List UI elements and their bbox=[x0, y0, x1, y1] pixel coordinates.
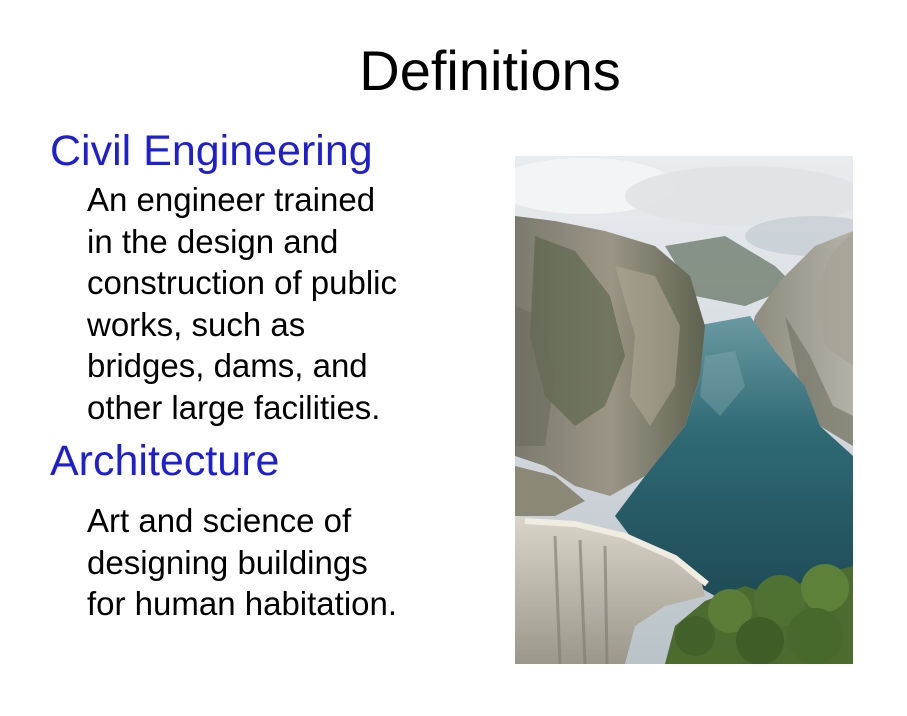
definition-line: construction of public bbox=[87, 264, 398, 301]
definition-line: designing buildings bbox=[87, 543, 368, 581]
dam-gorge-photo bbox=[515, 156, 853, 664]
dam-gorge-illustration bbox=[515, 156, 853, 664]
definition-line: in the design and bbox=[87, 222, 339, 260]
definition-line: bridges, dams, and bbox=[87, 347, 368, 384]
definition-civil-engineering: An engineer trained in the design and co… bbox=[87, 179, 467, 428]
definition-architecture: Art and science of designing buildings f… bbox=[87, 500, 467, 625]
definition-line: for human habitation. bbox=[87, 585, 398, 622]
river-water bbox=[615, 316, 853, 606]
definition-line: works, such as bbox=[87, 305, 306, 343]
slide-title: Definitions bbox=[359, 39, 621, 102]
term-architecture: Architecture bbox=[50, 437, 280, 485]
definition-line: Art and science of bbox=[87, 502, 352, 539]
term-civil-engineering: Civil Engineering bbox=[50, 127, 373, 175]
definition-line: other large facilities. bbox=[87, 388, 381, 426]
definition-line: An engineer trained bbox=[87, 181, 376, 218]
